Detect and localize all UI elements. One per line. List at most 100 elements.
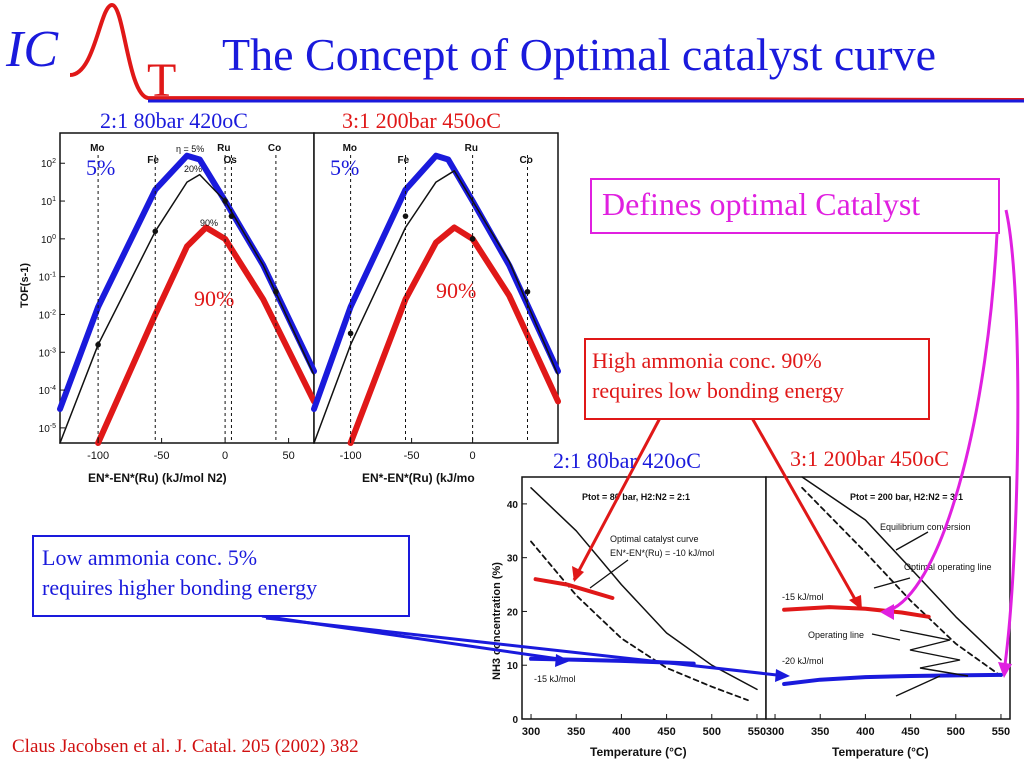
chart-0-ytick-label-2: 100 <box>41 234 56 246</box>
logo-wave-icon <box>69 2 1024 102</box>
chart-0-xtick-label-3: 50 <box>282 450 294 462</box>
chart-1-metal-dot-0 <box>347 330 354 337</box>
high-ammonia-line1: High ammonia conc. 90% <box>592 348 822 373</box>
chart-2-series-2 <box>533 577 615 600</box>
high-ammonia-box: High ammonia conc. 90% requires low bond… <box>584 338 930 420</box>
upper-left-texts: TOF(s-1) EN*-EN*(Ru) (kJ/mol N2) η = 5% … <box>19 144 227 485</box>
chart-0-ytick-label-6: 10-4 <box>39 385 56 397</box>
chart-1-series-1 <box>313 170 559 444</box>
chart-2-xtick-label-1: 350 <box>567 726 585 738</box>
chart-0-ytick-label-3: 10-1 <box>39 272 56 284</box>
chart-2-ytick-label-3: 30 <box>507 554 519 565</box>
chart-1-metal-dot-3 <box>524 288 531 295</box>
chart-1-xtick-label-0: -100 <box>340 450 362 462</box>
chart-1-metal-label-0: Mo <box>343 143 357 154</box>
chart-1-metal-label-3: Co <box>520 155 533 166</box>
blue-arrow-lower-head-icon <box>775 669 790 682</box>
chart-3-xtick-label-5: 550 <box>992 726 1010 738</box>
optimal-operating-label: Optimal operating line <box>904 562 992 572</box>
optimal-curve-label: Optimal catalyst curve <box>610 534 699 544</box>
chart-1-metal-dot-2 <box>469 236 476 242</box>
chart-2-xtick-label-5: 550 <box>748 726 766 738</box>
lower-right-condition: 3:1 200bar 450oC <box>790 446 949 471</box>
chart-0-metal-dot-3 <box>228 213 235 219</box>
lower-left-title: Ptot = 80 bar, H2:N2 = 2:1 <box>582 492 690 502</box>
chart-1-metal-label-1: Fe <box>398 155 410 166</box>
optimal-operating-pointer <box>873 577 911 589</box>
eta-20-label: 20% <box>184 164 202 174</box>
chart-0-series-2 <box>95 224 317 446</box>
chart-2-xtick-label-0: 300 <box>522 726 540 738</box>
chart-0-metal-label-3: Os <box>223 155 237 166</box>
optimal-curve-energy-label: EN*-EN*(Ru) = -10 kJ/mol <box>610 548 714 558</box>
chart-0-metal-label-2: Ru <box>217 143 230 154</box>
red-arrow-right <box>750 417 862 609</box>
chart-2-ytick-label-2: 20 <box>507 607 519 618</box>
red-arrow-left <box>572 417 662 581</box>
defines-optimal-box: Defines optimal Catalyst <box>590 178 1000 234</box>
ninety-pct-left-label: 90% <box>194 286 235 311</box>
eta-90-label: 90% <box>200 218 218 228</box>
chart-1-metal-dot-1 <box>402 213 409 219</box>
lower-left-condition: 2:1 80bar 420oC <box>553 448 701 473</box>
lower-right-20kj-label: -20 kJ/mol <box>782 656 824 666</box>
lower-left-15kj-label: -15 kJ/mol <box>534 674 576 684</box>
chart-0-metal-dot-4 <box>273 288 279 295</box>
upper-left-ylabel: TOF(s-1) <box>19 263 31 308</box>
low-ammonia-line1: Low ammonia conc. 5% <box>42 545 258 570</box>
chart-1-series-0 <box>311 152 561 412</box>
eta-5-label: η = 5% <box>176 144 204 154</box>
chart-3-xtick-label-4: 500 <box>947 726 965 738</box>
blue-arrow-upper-head-icon <box>555 654 570 667</box>
chart-0-ytick-label-1: 101 <box>41 196 56 208</box>
upper-right-condition: 3:1 200bar 450oC <box>342 108 501 133</box>
chart-0-ytick-label-5: 10-3 <box>39 347 56 359</box>
operating-line-zigzag <box>899 629 969 677</box>
annotation-arrows <box>261 209 1020 682</box>
chart-3-xtick-label-2: 400 <box>856 726 874 738</box>
chart-3-xtick-label-1: 350 <box>811 726 829 738</box>
ninety-pct-right-label: 90% <box>436 278 477 303</box>
chart-2-xtick-label-4: 500 <box>703 726 721 738</box>
lower-right-15kj-label: -15 kJ/mol <box>782 592 824 602</box>
logo-ic: IC <box>5 21 59 78</box>
high-ammonia-line2: requires low bonding energy <box>592 378 844 403</box>
red-arrow-right-head-icon <box>849 595 862 610</box>
chart-3-xtick-label-0: 300 <box>766 726 784 738</box>
chart-0-metal-label-1: Fe <box>147 155 159 166</box>
citation: Claus Jacobsen et al. J. Catal. 205 (200… <box>12 736 359 757</box>
chart-0-xtick-label-1: -50 <box>154 450 170 462</box>
chart-3-xtick-label-3: 450 <box>901 726 919 738</box>
magenta-arrow-left-head-icon <box>880 604 894 620</box>
equilibrium-pointer <box>895 531 929 551</box>
lower-right-xlabel: Temperature (°C) <box>832 745 929 759</box>
chart-2-xtick-label-2: 400 <box>612 726 630 738</box>
chart-2-xtick-label-3: 450 <box>657 726 675 738</box>
upper-left-xlabel: EN*-EN*(Ru) (kJ/mol N2) <box>88 471 227 485</box>
lower-left-xlabel: Temperature (°C) <box>590 745 687 759</box>
chart-1-xtick-label-1: -50 <box>404 450 420 462</box>
lower-right-title: Ptot = 200 bar, H2:N2 = 3:1 <box>850 492 963 502</box>
chart-2-ytick-label-0: 0 <box>512 715 518 726</box>
chart-3-series-0 <box>801 476 1002 661</box>
lower-right-bottom-pointer <box>895 675 941 697</box>
chart-0-xtick-label-0: -100 <box>87 450 109 462</box>
upper-left-condition: 2:1 80bar 420oC <box>100 108 248 133</box>
lower-right-texts: Temperature (°C) Ptot = 200 bar, H2:N2 =… <box>782 492 992 759</box>
chart-0-ytick-label-4: 10-2 <box>39 309 56 321</box>
optimal-curve-pointer <box>589 559 629 589</box>
slide-title: The Concept of Optimal catalyst curve <box>222 29 937 80</box>
red-arrow-left-head-icon <box>572 566 584 582</box>
chart-0-xtick-label-2: 0 <box>222 450 228 462</box>
chart-2-ytick-label-4: 40 <box>507 500 519 511</box>
chart-0-series-1 <box>59 173 315 444</box>
magenta-arrow-right <box>1002 209 1020 673</box>
chart-3-series-1 <box>801 486 1002 677</box>
magenta-arrow-right-head-icon <box>998 662 1012 678</box>
chart-0-metal-label-4: Co <box>268 143 281 154</box>
blue-arrow-lower <box>265 616 787 678</box>
low-ammonia-box: Low ammonia conc. 5% requires higher bon… <box>32 535 410 617</box>
